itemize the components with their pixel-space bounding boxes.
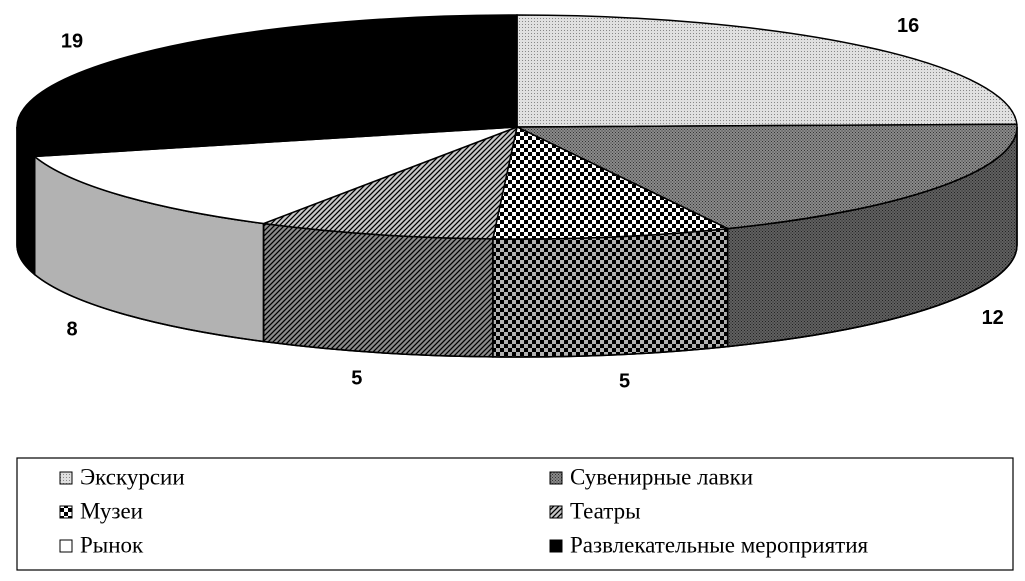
pie-slice [491,125,731,240]
value-label: 12 [982,307,1004,329]
pie-side-shade [262,222,494,358]
legend-swatch [59,539,73,553]
legend-label: Музеи [80,498,143,523]
legend-swatch [549,471,563,485]
value-label: 5 [351,367,362,389]
pie-slice [516,14,1018,128]
legend-label: Экскурсии [80,464,185,489]
pie-slice [32,126,518,225]
value-label: 5 [619,371,630,393]
pie-slice [516,123,1018,230]
legend-swatch [549,505,563,519]
pie-tops [16,14,1018,240]
pie-slice [16,14,518,158]
pie-sides [16,126,1018,358]
legend-swatch [549,539,563,553]
value-label: 8 [66,318,77,340]
value-label: 16 [897,15,919,37]
value-labels: 16 12 5 5 8 19 [61,15,1004,393]
legend-label: Сувенирные лавки [570,464,753,489]
legend-label: Театры [570,498,641,523]
legend-label: Развлекательные мероприятия [570,532,869,557]
legend-box [16,457,1014,571]
legend: Экскурсии Сувенирные лавки Музеи Театры Рыно… [59,464,869,557]
pie-slice [263,125,519,240]
pie-side-shade [492,227,729,358]
legend-label: Рынок [80,532,144,557]
value-label: 19 [61,30,83,52]
legend-swatch [59,505,73,519]
legend-swatch [59,471,73,485]
